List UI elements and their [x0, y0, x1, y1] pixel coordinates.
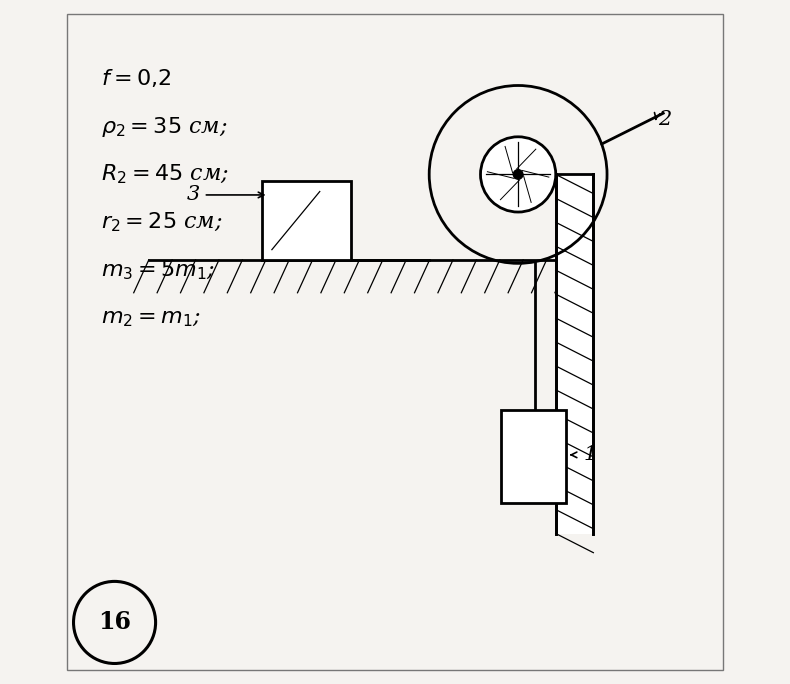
Text: $r_2 = 25$ см;: $r_2 = 25$ см; [101, 211, 223, 234]
Text: 2: 2 [658, 110, 672, 129]
Text: 16: 16 [98, 610, 131, 635]
Text: $\rho_2 = 35$ см;: $\rho_2 = 35$ см; [101, 114, 228, 139]
Text: $R_2 = 45$ см;: $R_2 = 45$ см; [101, 163, 229, 186]
Circle shape [480, 137, 555, 212]
Text: 3: 3 [186, 185, 200, 205]
Text: $m_2 = m_1$;: $m_2 = m_1$; [101, 307, 201, 329]
Circle shape [514, 170, 523, 179]
Bar [501, 410, 566, 503]
Bar [261, 181, 351, 260]
Text: $m_3 = 5m_1$;: $m_3 = 5m_1$; [101, 259, 215, 282]
Text: 1: 1 [583, 445, 596, 464]
Bar [555, 174, 593, 534]
Text: $f = 0{,}2$: $f = 0{,}2$ [101, 68, 171, 90]
